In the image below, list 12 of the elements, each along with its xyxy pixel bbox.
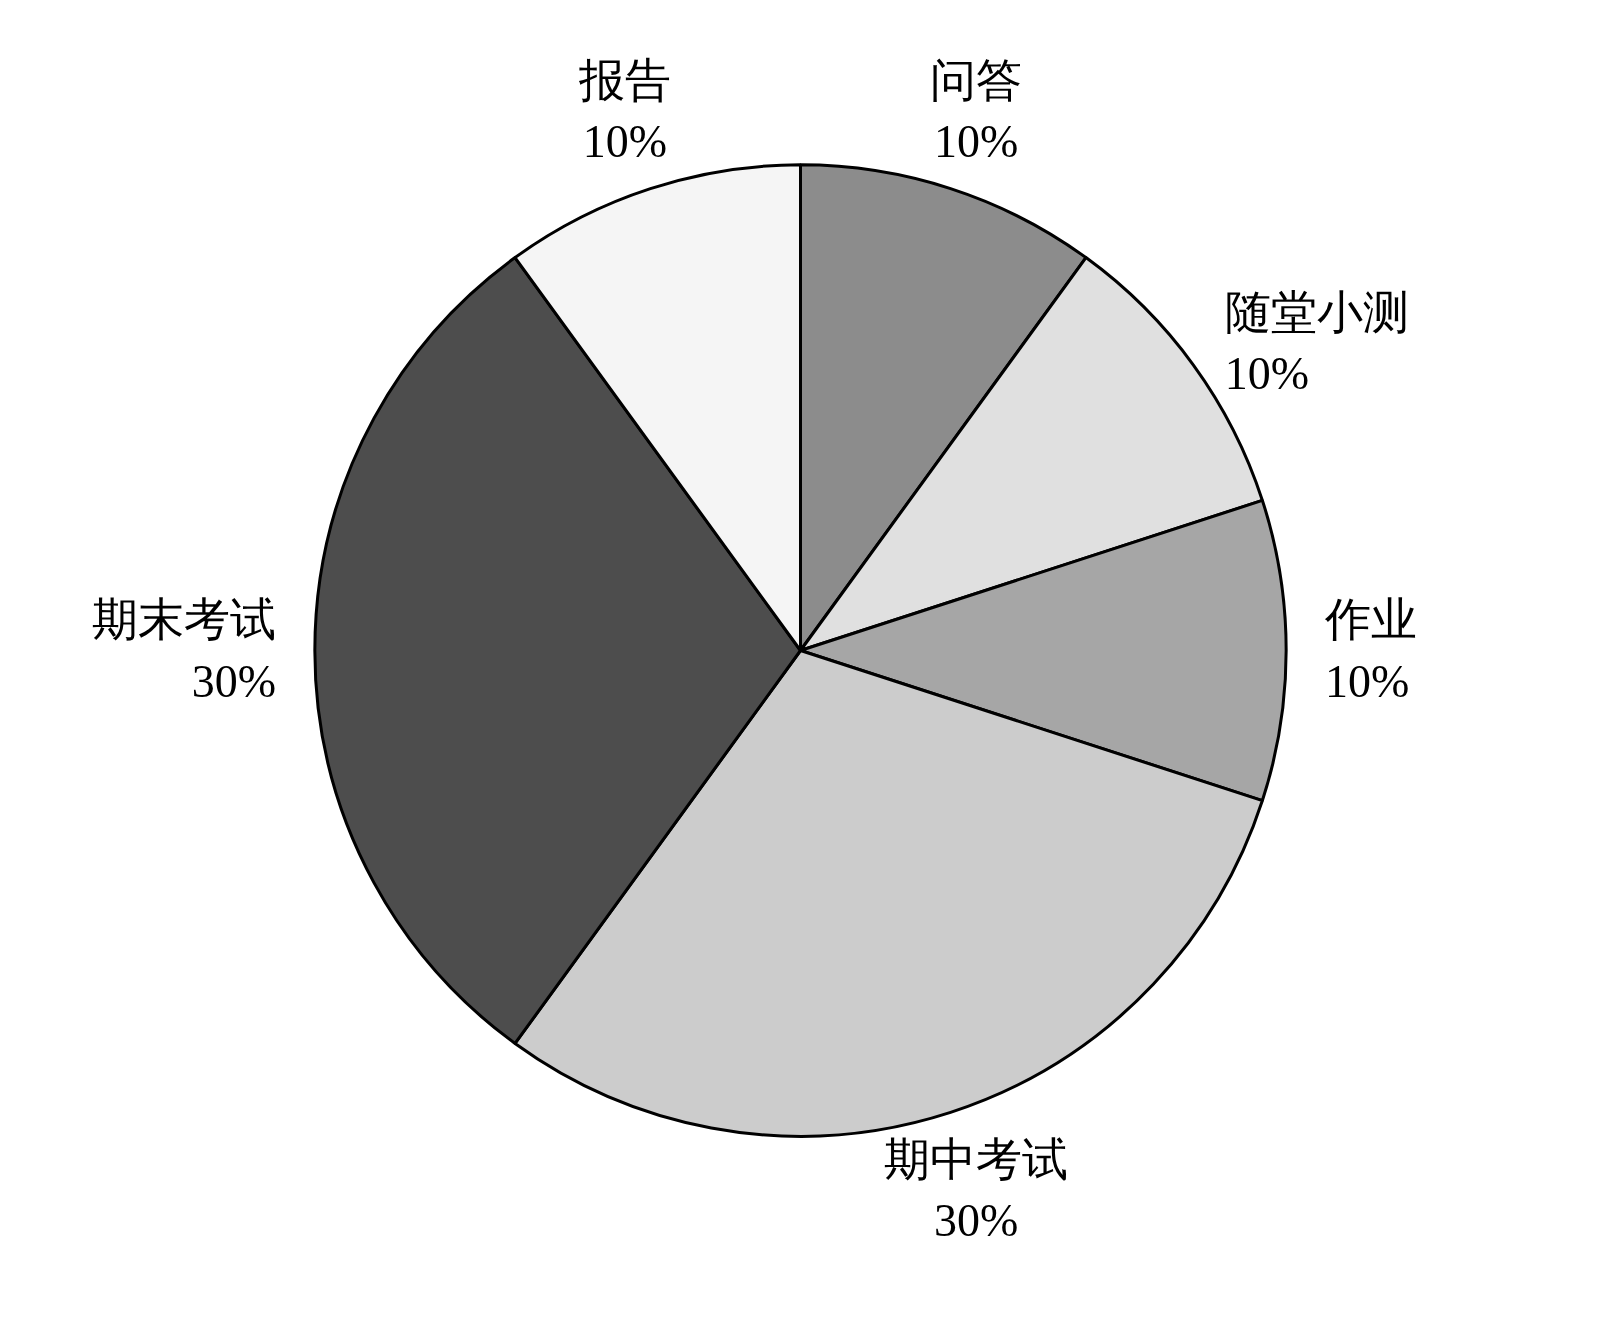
- slice-label: 作业: [1324, 594, 1418, 646]
- slice-label: 问答: [930, 54, 1023, 106]
- slice-label: 期末考试: [91, 594, 276, 646]
- data-label: 10%: [582, 115, 668, 167]
- data-label: 10%: [1224, 347, 1310, 399]
- data-label: 10%: [933, 115, 1019, 167]
- slice-label: 报告: [577, 54, 671, 106]
- data-label: 30%: [933, 1195, 1019, 1247]
- data-label: 30%: [191, 655, 276, 707]
- data-label: 10%: [1325, 655, 1410, 707]
- slice-label: 期中考试: [884, 1134, 1069, 1186]
- slice-label: 随堂小测: [1224, 286, 1409, 338]
